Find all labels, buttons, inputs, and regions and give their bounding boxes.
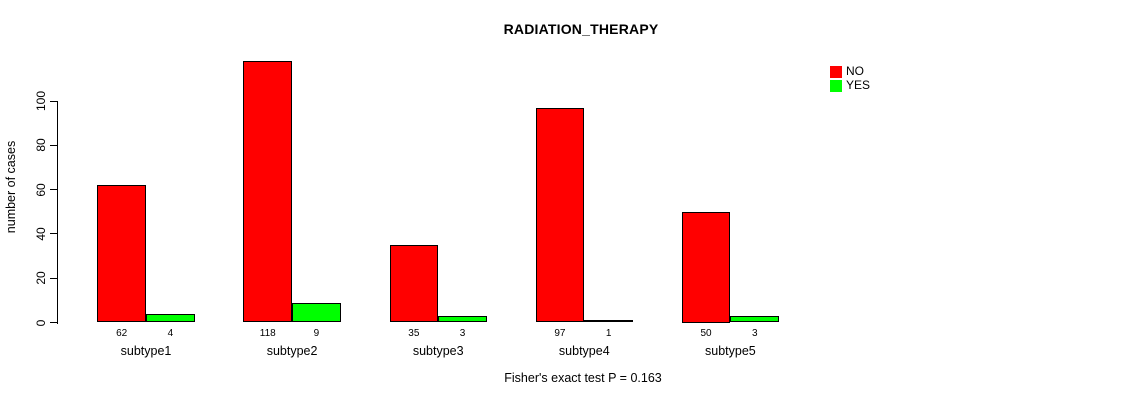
bar-no-subtype2 xyxy=(243,61,293,323)
category-label-subtype3: subtype3 xyxy=(412,343,464,358)
y-tick-mark xyxy=(50,189,57,191)
y-tick-label: 60 xyxy=(34,182,48,197)
y-axis-line xyxy=(57,101,58,324)
bar-value-label: 118 xyxy=(259,328,276,339)
category-label-subtype1: subtype1 xyxy=(120,343,172,358)
y-tick-label: 40 xyxy=(34,227,48,241)
y-tick-label: 20 xyxy=(34,271,48,285)
y-tick-mark xyxy=(50,233,57,235)
y-tick-mark xyxy=(50,100,57,102)
bar-value-label: 9 xyxy=(313,328,320,339)
category-label-subtype2: subtype2 xyxy=(266,343,318,358)
bar-value-label: 50 xyxy=(700,328,712,339)
legend-label-yes: YES xyxy=(846,78,871,92)
bar-yes-subtype1 xyxy=(146,313,195,323)
y-tick-label: 100 xyxy=(34,90,48,112)
bar-value-label: 1 xyxy=(605,328,612,339)
y-tick-label: 0 xyxy=(34,319,48,326)
bar-no-subtype3 xyxy=(389,244,439,323)
legend-swatch-yes xyxy=(830,79,842,92)
legend-label-no: NO xyxy=(846,64,864,78)
bar-no-subtype5 xyxy=(681,211,731,323)
bar-value-label: 62 xyxy=(116,328,128,339)
y-tick-label: 80 xyxy=(34,138,48,152)
bar-no-subtype4 xyxy=(535,107,585,323)
bar-value-label: 3 xyxy=(459,328,466,339)
category-label-subtype4: subtype4 xyxy=(558,343,610,358)
chart-title: RADIATION_THERAPY xyxy=(503,21,659,37)
bar-yes-subtype3 xyxy=(438,315,487,323)
y-tick-mark xyxy=(50,144,57,146)
legend-item-no: NO xyxy=(830,65,870,78)
legend: NO YES xyxy=(830,65,870,92)
legend-item-yes: YES xyxy=(830,79,870,92)
bar-yes-subtype2 xyxy=(292,302,341,323)
bar-value-label: 4 xyxy=(167,328,174,339)
y-tick-mark xyxy=(50,277,57,279)
y-axis-label: number of cases xyxy=(4,140,18,234)
bar-value-label: 97 xyxy=(554,328,566,339)
category-label-subtype5: subtype5 xyxy=(705,343,756,358)
legend-swatch-no xyxy=(830,65,842,78)
y-tick-mark xyxy=(50,322,57,323)
bar-value-label: 35 xyxy=(408,328,420,339)
bar-yes-subtype5 xyxy=(730,315,780,323)
fisher-test-annotation: Fisher's exact test P = 0.163 xyxy=(504,371,662,385)
bar-no-subtype1 xyxy=(97,185,146,323)
bar-value-label: 3 xyxy=(751,328,758,339)
bar-yes-subtype4 xyxy=(584,320,633,323)
